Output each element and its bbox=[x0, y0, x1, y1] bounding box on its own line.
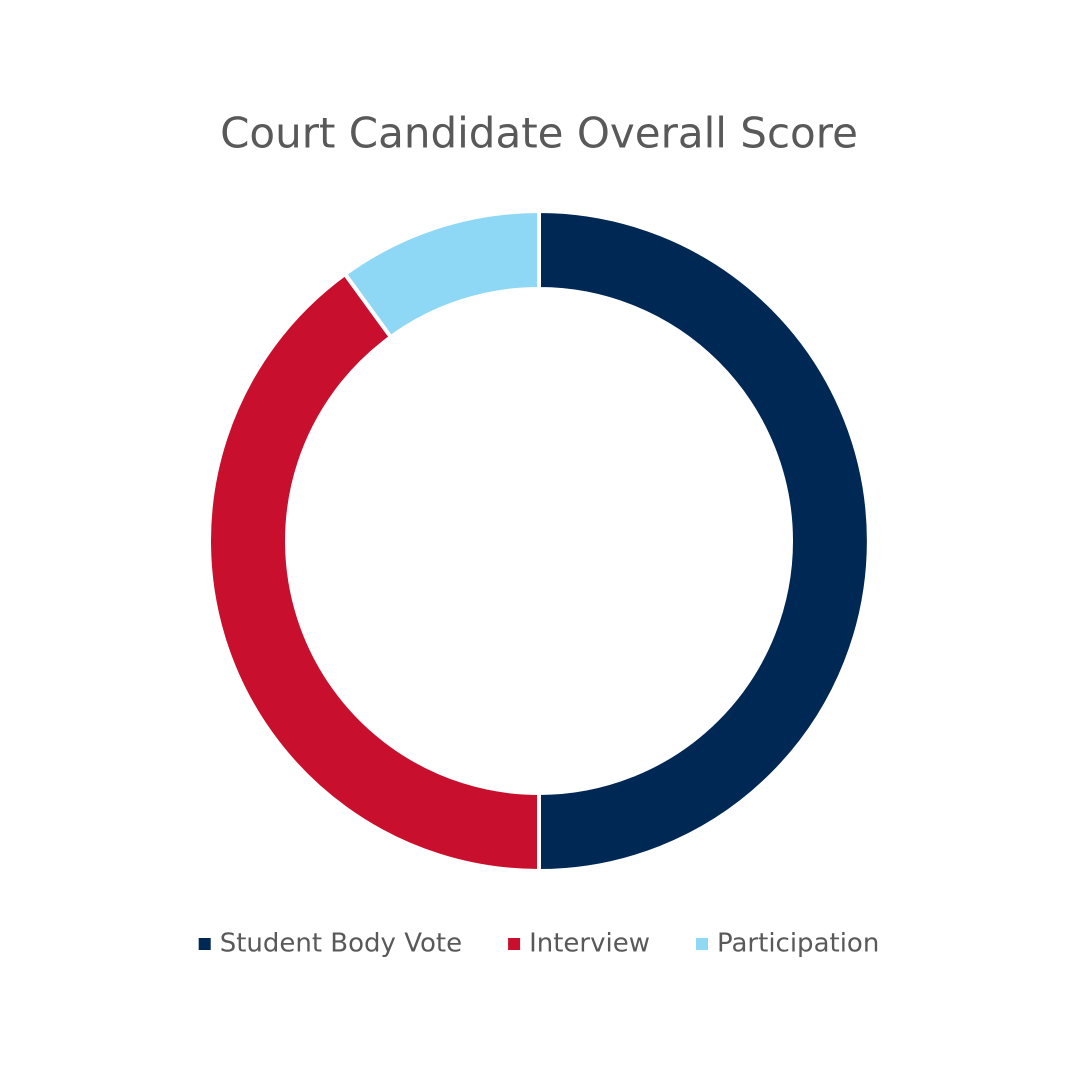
legend-label: Participation bbox=[717, 929, 879, 959]
legend-marker bbox=[198, 938, 211, 950]
legend-label: Interview bbox=[529, 929, 650, 959]
donut bbox=[207, 208, 871, 874]
donut-slice bbox=[537, 208, 871, 874]
legend-marker bbox=[695, 938, 708, 950]
donut-slice bbox=[207, 271, 541, 874]
donut-slice bbox=[342, 208, 541, 340]
legend-label: Student Body Vote bbox=[220, 929, 462, 959]
legend-marker bbox=[508, 938, 521, 950]
legend: Student Body Vote Interview Participation bbox=[198, 929, 879, 959]
chart-title: Court Candidate Overall Score bbox=[220, 109, 858, 158]
